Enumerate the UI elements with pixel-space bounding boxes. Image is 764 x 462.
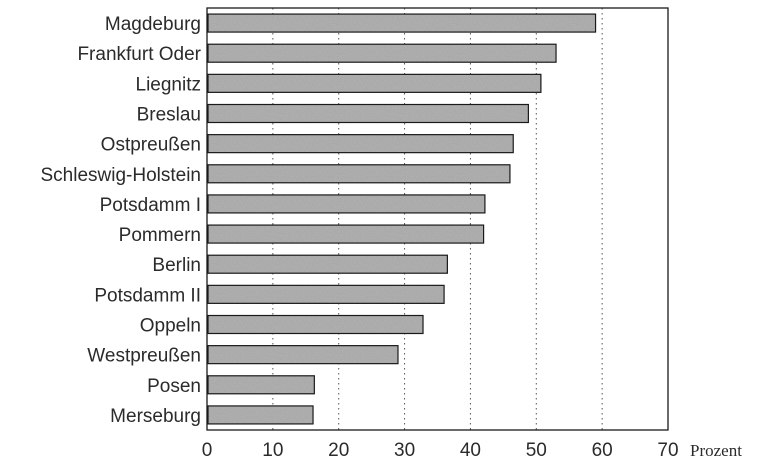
category-label: Merseburg [110,406,201,427]
category-label: Liegnitz [136,74,202,95]
x-tick-label: 70 [657,440,678,461]
bar [207,194,486,214]
grid-lines [272,8,603,430]
bar [207,345,399,365]
category-label: Breslau [137,105,201,126]
bar [207,134,514,154]
category-label: Oppeln [140,316,201,337]
category-label: Potsdamm I [100,195,201,216]
bar [207,284,445,304]
x-tick-label: 20 [328,440,349,461]
x-axis-label: Prozent [690,441,742,460]
x-tick-label: 40 [460,440,481,461]
category-label: Posen [147,376,201,397]
category-label: Westpreußen [87,346,201,367]
x-tick-labels: 0 10 20 30 40 50 60 70 [202,440,679,461]
x-tick-label: 30 [394,440,415,461]
x-tick-label: 0 [202,440,213,461]
bar [207,254,448,274]
bar [207,314,424,335]
category-label: Schleswig-Holstein [40,165,201,186]
bar [207,103,529,124]
category-labels: Magdeburg Frankfurt Oder Liegnitz Breslau Os… [40,14,201,427]
category-label: Berlin [152,255,201,276]
category-label: Magdeburg [105,14,201,35]
bar [207,43,557,63]
x-tick-label: 50 [526,440,547,461]
bar [207,224,485,244]
category-label: Ostpreußen [101,135,201,156]
bar [207,405,314,425]
bars [207,13,597,425]
x-tick-label: 10 [262,440,283,461]
bar [207,375,315,395]
category-label: Pommern [119,225,201,246]
bar [207,13,597,33]
plot-frame [206,7,669,431]
category-label: Frankfurt Oder [77,44,201,65]
bar [207,164,511,184]
x-tick-label: 60 [592,440,613,461]
category-label: Potsdamm II [94,285,201,306]
bar [207,73,542,93]
